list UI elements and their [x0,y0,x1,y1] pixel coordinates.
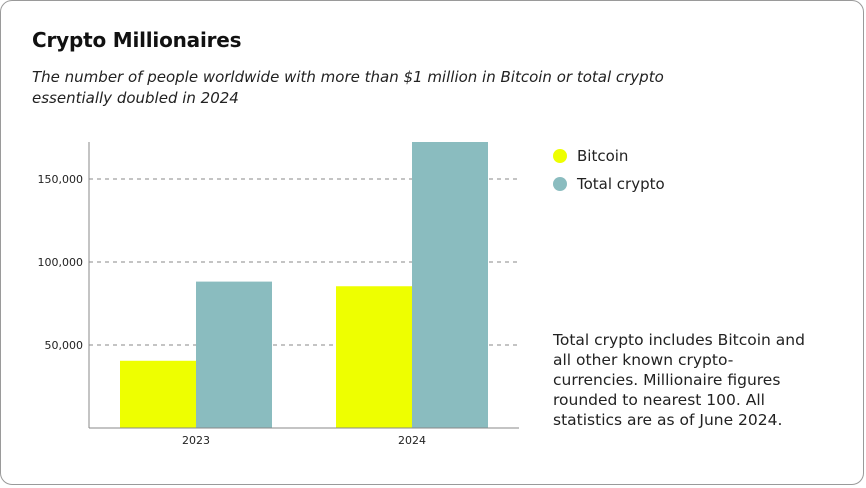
legend-swatch-total-crypto [553,177,567,191]
bar-bitcoin-2023 [120,360,196,428]
chart-title: Crypto Millionaires [32,28,242,52]
y-tick-label: 150,000 [38,173,84,186]
legend-label-bitcoin: Bitcoin [577,147,629,165]
legend: Bitcoin Total crypto [553,142,665,198]
bar-bitcoin-2024 [336,286,412,428]
legend-item-bitcoin: Bitcoin [553,142,665,170]
bar-total-crypto-2024 [412,142,488,428]
footnote: Total crypto includes Bitcoin and all ot… [553,331,805,429]
legend-label-total-crypto: Total crypto [577,175,665,193]
x-tick-label: 2024 [398,434,426,447]
chart-subtitle: The number of people worldwide with more… [32,68,664,107]
y-tick-label: 50,000 [45,339,84,352]
bar-total-crypto-2023 [196,281,272,428]
legend-item-total-crypto: Total crypto [553,170,665,198]
x-tick-label: 2023 [182,434,210,447]
legend-swatch-bitcoin [553,149,567,163]
y-tick-label: 100,000 [38,256,84,269]
